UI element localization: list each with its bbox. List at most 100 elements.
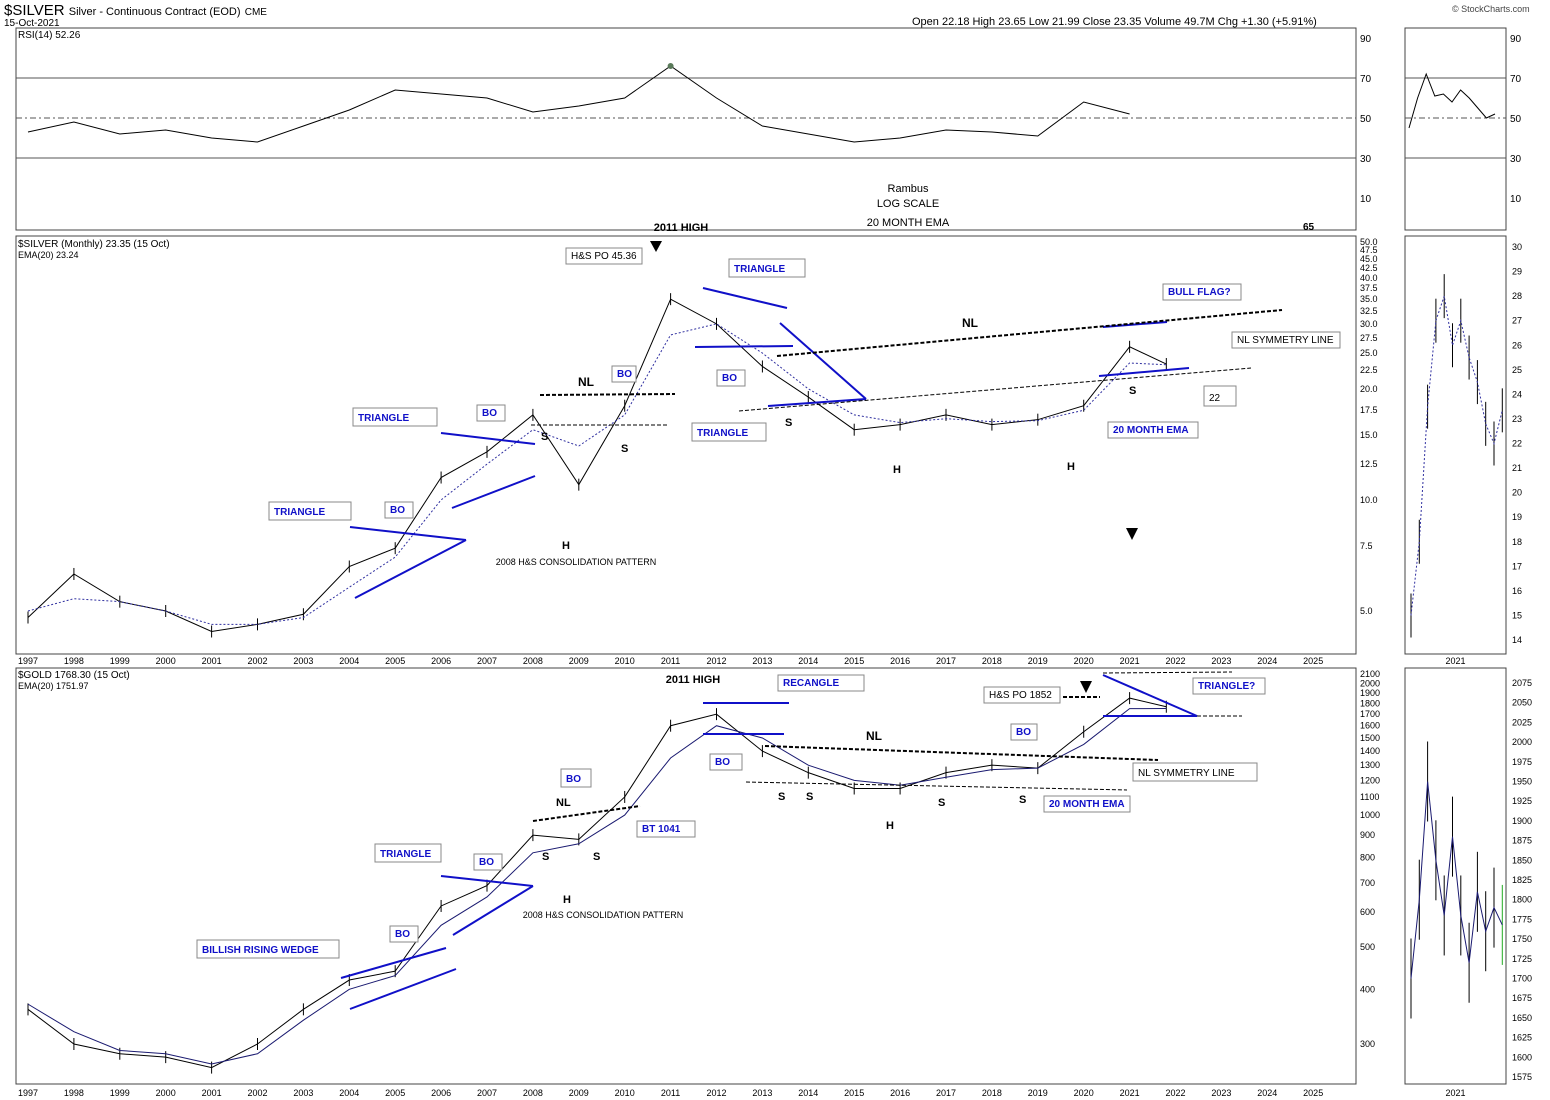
gold-ema-line — [27, 707, 1167, 1065]
silver-tick-label: 40.0 — [1360, 273, 1378, 283]
silver-triangle-2013-box — [691, 422, 767, 442]
silver-inset-tick-label: 24 — [1512, 389, 1522, 399]
silver-tick-label: 25.0 — [1360, 348, 1378, 358]
silver-year-label: 2011 — [661, 656, 680, 666]
gold-inset-tick-label: 1975 — [1512, 757, 1532, 767]
silver-year-label: 2022 — [1165, 656, 1185, 666]
silver-year-label: 2019 — [1028, 656, 1048, 666]
silver-year-label: 1999 — [110, 656, 130, 666]
gold-inset-tick-label: 1675 — [1512, 993, 1532, 1003]
silver-tick-label: 47.5 — [1360, 245, 1378, 255]
silver-tick-label: 30.0 — [1360, 319, 1378, 329]
gold-tick-label: 600 — [1360, 907, 1375, 917]
gold-year-label: 2002 — [247, 1088, 267, 1098]
gold-year-label: 2020 — [1074, 1088, 1094, 1098]
gold-inset-tick-label: 1575 — [1512, 1072, 1532, 1082]
silver-tick-label: 45.0 — [1360, 254, 1378, 264]
gold-bo-2013-box — [709, 753, 743, 771]
gold-bo-2007: BO — [479, 857, 494, 868]
silver-year-label: 2004 — [339, 656, 359, 666]
h-label: H — [886, 820, 894, 832]
rsi-inset-tick-label: 90 — [1510, 34, 1522, 45]
silver-panel-frame — [15, 235, 1357, 655]
gold-year-label: 2015 — [844, 1088, 864, 1098]
s-label: S — [593, 851, 600, 863]
silver-tick-label: 27.5 — [1360, 333, 1378, 343]
gold-triangle-q-box — [1192, 677, 1266, 695]
silver-nl-symmetry-box — [1231, 331, 1341, 349]
gold-recangle-box — [777, 674, 865, 692]
gold-tick-label: 2100 — [1360, 669, 1380, 679]
gold-inset-tick-label: 2075 — [1512, 678, 1532, 688]
silver-tick-label: 10.0 — [1360, 495, 1378, 505]
gold-tick-label: 700 — [1360, 878, 1375, 888]
gold-inset-tick-label: 1725 — [1512, 954, 1532, 964]
silver-2011-high: 2011 HIGH — [654, 222, 708, 234]
gold-billish-wedge-box — [196, 939, 340, 959]
gold-inset-frame — [1404, 667, 1507, 1085]
gold-tick-label: 2000 — [1360, 678, 1380, 688]
gold-nl-right: NL — [866, 729, 882, 743]
silver-ema-legend: EMA(20) 23.24 — [18, 250, 79, 260]
count-note: 65 — [1303, 222, 1315, 233]
silver-year-label: 2024 — [1257, 656, 1277, 666]
gold-20-month-ema-box — [1043, 795, 1131, 813]
silver-year-label: 2008 — [523, 656, 543, 666]
silver-tick-label: 12.5 — [1360, 459, 1378, 469]
silver-tick-label: 32.5 — [1360, 306, 1378, 316]
gold-year-label: 2009 — [569, 1088, 589, 1098]
silver-bull-flag: BULL FLAG? — [1168, 287, 1231, 298]
silver-inset-tick-label: 26 — [1512, 340, 1522, 350]
gold-year-label: 2004 — [339, 1088, 359, 1098]
s-label: S — [778, 791, 785, 803]
gold-bt-1041: BT 1041 — [642, 824, 681, 835]
silver-nl-right: NL — [962, 316, 978, 330]
gold-2011-high: 2011 HIGH — [666, 674, 720, 686]
gold-bo-2010-box — [560, 768, 592, 788]
silver-year-label: 2023 — [1211, 656, 1231, 666]
silver-ema-line — [27, 323, 1167, 625]
silver-tick-label: 20.0 — [1360, 384, 1378, 394]
silver-trend-line — [451, 475, 536, 509]
gold-bo-2005-box — [389, 925, 419, 943]
ema-note: 20 MONTH EMA — [867, 217, 950, 229]
gold-trend-line — [440, 875, 534, 887]
silver-nl-symmetry: NL SYMMETRY LINE — [1237, 335, 1334, 346]
gold-year-label: 2006 — [431, 1088, 451, 1098]
s-label: S — [542, 851, 549, 863]
silver-trend-line — [702, 287, 788, 309]
gold-ema-legend: EMA(20) 1751.97 — [18, 681, 89, 691]
gold-trend-line — [452, 885, 534, 936]
gold-year-label: 2012 — [706, 1088, 726, 1098]
silver-tick-label: 15.0 — [1360, 430, 1378, 440]
silver-year-label: 2013 — [752, 656, 772, 666]
gold-year-label: 2010 — [615, 1088, 635, 1098]
gold-inset-year: 2021 — [1445, 1088, 1465, 1098]
quote-summary: Open 22.18 High 23.65 Low 21.99 Close 23… — [912, 16, 1317, 28]
gold-legend: $GOLD 1768.30 (15 Oct) — [18, 670, 130, 681]
silver-inset-tick-label: 21 — [1512, 463, 1522, 473]
gold-inset-tick-label: 1950 — [1512, 777, 1532, 787]
s-label: S — [1019, 794, 1026, 806]
gold-year-label: 2013 — [752, 1088, 772, 1098]
s-label: S — [621, 443, 628, 455]
silver-nl-2008: NL — [578, 375, 594, 389]
gold-year-label: 2014 — [798, 1088, 818, 1098]
gold-inset-tick-label: 1750 — [1512, 934, 1532, 944]
silver-hs-po-box — [565, 247, 643, 265]
silver-arrow-down — [650, 241, 662, 252]
silver-trend-line — [349, 526, 467, 541]
gold-tick-label: 1500 — [1360, 733, 1380, 743]
silver-tick-label: 50.0 — [1360, 237, 1378, 247]
symbol-label: $SILVER — [4, 2, 65, 19]
gold-nl-symmetry-box — [1132, 762, 1258, 782]
silver-inset-tick-label: 22 — [1512, 439, 1522, 449]
silver-tick-label: 42.5 — [1360, 263, 1378, 273]
silver-inset-tick-label: 18 — [1512, 537, 1522, 547]
gold-bo-2013: BO — [715, 757, 730, 768]
silver-year-label: 1998 — [64, 656, 84, 666]
h-label: H — [893, 464, 901, 476]
gold-trend-line — [745, 781, 1128, 791]
silver-year-label: 2002 — [247, 656, 267, 666]
gold-year-label: 2008 — [523, 1088, 543, 1098]
